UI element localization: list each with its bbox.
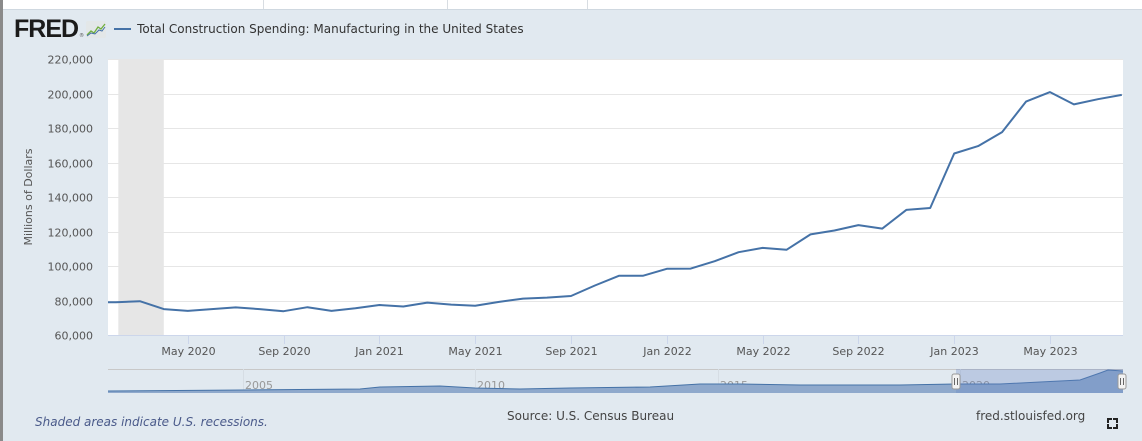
navigator-handle-left[interactable] <box>951 373 961 390</box>
legend-label[interactable]: Total Construction Spending: Manufacturi… <box>137 22 524 36</box>
y-tick-label: 180,000 <box>48 123 94 136</box>
x-tick-label: Jan 2021 <box>354 345 403 358</box>
top-toolbar-strip <box>3 0 1142 10</box>
x-tick-label: May 2020 <box>161 345 215 358</box>
fred-logo[interactable]: FRED <box>14 14 79 43</box>
recession-note: Shaded areas indicate U.S. recessions. <box>35 415 268 429</box>
toolbar-divider <box>447 0 448 9</box>
y-tick-label: 160,000 <box>48 158 94 171</box>
series-line <box>108 91 1122 313</box>
navigator-selection[interactable] <box>956 369 1123 393</box>
legend-line-swatch <box>114 28 132 30</box>
fullscreen-icon[interactable] <box>1107 418 1118 429</box>
series-group <box>108 91 1122 313</box>
site-link[interactable]: fred.stlouisfed.org <box>976 409 1086 423</box>
gridlines <box>108 59 1123 302</box>
x-tick-label: Sep 2021 <box>545 345 597 358</box>
source-credit: Source: U.S. Census Bureau <box>507 409 675 423</box>
navigator-handle-right[interactable] <box>1117 373 1127 390</box>
x-tick-label: Sep 2022 <box>832 345 884 358</box>
navigator-area <box>108 370 1123 393</box>
y-axis: 60,000 80,000 100,000 120,000 140,000 160,000… <box>48 54 1123 343</box>
fred-graph-icon <box>86 20 107 38</box>
x-axis: May 2020 Sep 2020 Jan 2021 May 2021 Sep 2021… <box>161 335 1078 358</box>
window-edge <box>0 0 3 441</box>
navigator-line <box>107 369 1124 392</box>
y-tick-label: 60,000 <box>55 330 94 343</box>
toolbar-divider <box>587 0 588 9</box>
x-tick-label: May 2023 <box>1023 345 1077 358</box>
y-tick-label: 100,000 <box>48 261 94 274</box>
x-tick-label: Sep 2020 <box>258 345 310 358</box>
registered-mark: ® <box>79 33 85 39</box>
y-tick-label: 200,000 <box>48 89 94 102</box>
x-tick-label: May 2022 <box>736 345 790 358</box>
y-tick-label: 220,000 <box>48 54 94 67</box>
y-axis-title-group: Millions of Dollars <box>22 148 35 245</box>
y-tick-label: 140,000 <box>48 192 94 205</box>
chart-header: FRED ® Total Construction Spending: Manu… <box>14 14 524 44</box>
navigator-label: 2005 <box>245 379 273 392</box>
navigator[interactable]: 2005201020152020 <box>107 369 1127 393</box>
x-tick-label: May 2021 <box>448 345 502 358</box>
y-tick-label: 120,000 <box>48 227 94 240</box>
x-tick-label: Jan 2022 <box>642 345 691 358</box>
x-tick-label: Jan 2023 <box>929 345 978 358</box>
y-axis-title: Millions of Dollars <box>22 148 35 245</box>
y-tick-label: 80,000 <box>55 296 94 309</box>
toolbar-divider <box>263 0 264 9</box>
